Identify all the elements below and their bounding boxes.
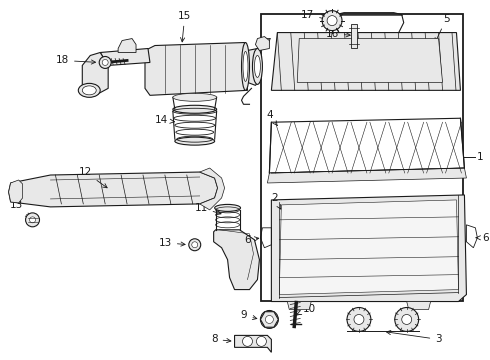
Ellipse shape: [252, 49, 263, 84]
Text: 17: 17: [301, 10, 328, 21]
Circle shape: [322, 11, 342, 31]
Text: 13: 13: [159, 238, 185, 248]
Circle shape: [402, 315, 412, 324]
Ellipse shape: [82, 86, 96, 95]
Polygon shape: [407, 302, 431, 310]
Circle shape: [327, 15, 337, 26]
Text: 11: 11: [195, 203, 221, 215]
Polygon shape: [145, 42, 247, 95]
Polygon shape: [270, 118, 465, 173]
Circle shape: [102, 59, 108, 66]
Circle shape: [189, 239, 201, 251]
Text: 15: 15: [178, 11, 192, 42]
Circle shape: [99, 57, 111, 68]
Text: 6: 6: [244, 235, 259, 245]
Text: 9: 9: [241, 310, 257, 320]
Polygon shape: [200, 168, 224, 210]
Polygon shape: [287, 302, 311, 310]
Ellipse shape: [215, 204, 241, 211]
Polygon shape: [255, 37, 270, 50]
Polygon shape: [235, 336, 271, 352]
Polygon shape: [118, 39, 136, 53]
Polygon shape: [268, 168, 466, 183]
Text: 2: 2: [271, 193, 281, 209]
Polygon shape: [9, 180, 23, 203]
Polygon shape: [260, 312, 278, 327]
Ellipse shape: [173, 105, 217, 113]
Circle shape: [192, 242, 198, 248]
Bar: [262, 14, 464, 301]
Circle shape: [354, 315, 364, 324]
Text: 10: 10: [297, 305, 316, 315]
Circle shape: [395, 307, 418, 332]
Ellipse shape: [175, 137, 215, 145]
Text: 8: 8: [211, 334, 231, 345]
Polygon shape: [271, 32, 461, 90]
Text: 7: 7: [260, 37, 270, 50]
Ellipse shape: [254, 55, 260, 77]
Text: 5: 5: [435, 14, 450, 42]
Circle shape: [29, 217, 35, 223]
Circle shape: [256, 336, 267, 346]
Polygon shape: [9, 172, 218, 207]
Polygon shape: [279, 200, 459, 294]
Polygon shape: [271, 195, 466, 302]
Text: 1: 1: [477, 152, 484, 162]
Ellipse shape: [243, 51, 248, 81]
Ellipse shape: [173, 93, 217, 101]
Text: 13: 13: [9, 200, 30, 217]
Circle shape: [266, 315, 273, 323]
Circle shape: [347, 307, 371, 332]
Text: 4: 4: [266, 110, 277, 125]
Text: 12: 12: [79, 167, 107, 188]
Polygon shape: [100, 49, 150, 66]
Ellipse shape: [78, 84, 100, 97]
Text: 3: 3: [387, 330, 442, 345]
Text: 6: 6: [476, 233, 489, 243]
Polygon shape: [245, 49, 262, 85]
Text: 18: 18: [56, 55, 96, 66]
Polygon shape: [214, 230, 259, 289]
Bar: [351, 24, 357, 48]
Ellipse shape: [242, 42, 249, 90]
Circle shape: [260, 310, 278, 328]
Polygon shape: [82, 53, 108, 95]
Circle shape: [25, 213, 40, 227]
Text: 16: 16: [326, 28, 350, 39]
Circle shape: [243, 336, 252, 346]
Polygon shape: [297, 39, 442, 82]
Text: 14: 14: [155, 115, 174, 125]
